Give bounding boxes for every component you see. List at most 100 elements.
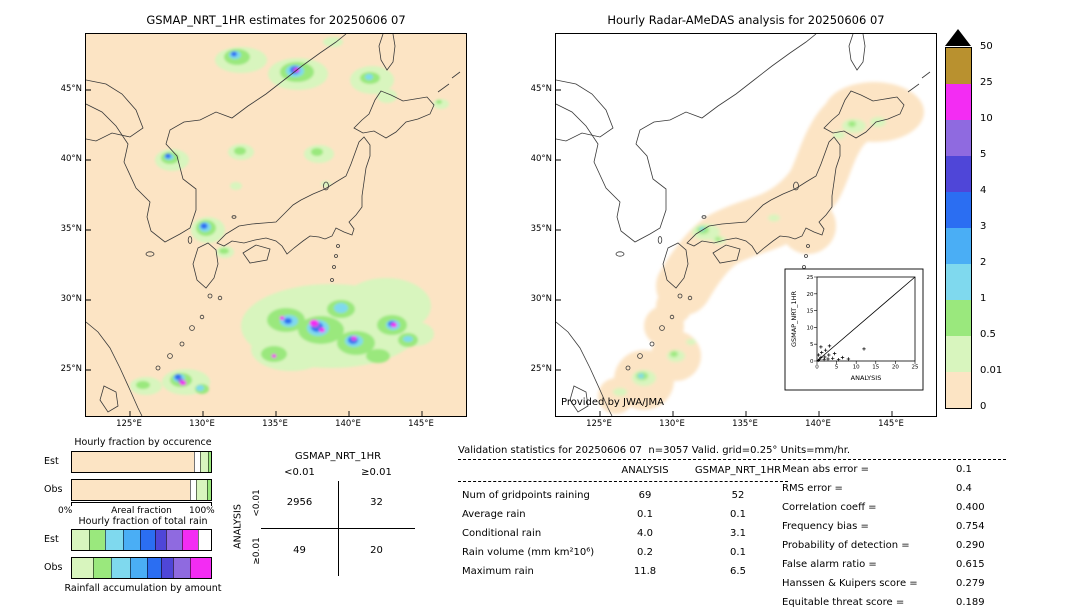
occurrence-panel-title: Hourly fraction by occurence — [74, 437, 212, 448]
lat-tick-label: 30°N — [530, 294, 552, 304]
inset-xtick-label: 0 — [815, 365, 819, 371]
stats-row-label: Maximum rain — [462, 566, 534, 577]
metric-row: Frequency bias = 0.754 — [782, 520, 1008, 533]
colorbar-segment — [946, 156, 971, 192]
lat-tick-label: 40°N — [60, 154, 82, 164]
totalrain-est-bar — [71, 529, 212, 551]
areal-axis-min: 0% — [58, 506, 73, 516]
lat-tick-label: 35°N — [60, 224, 82, 234]
stats-analysis-value: 11.8 — [633, 566, 657, 577]
inset-xtick-label: 5 — [835, 365, 839, 371]
left-map — [85, 33, 467, 417]
metric-row: RMS error = 0.4 — [782, 482, 1008, 495]
inset-ytick-label: 25 — [807, 275, 814, 281]
colorbar-overflow-triangle — [945, 29, 971, 46]
lon-tick-label: 135°E — [732, 419, 758, 429]
colorbar-segment — [946, 300, 971, 336]
occurrence-est-label: Est — [44, 456, 59, 467]
colorbar-segment — [946, 120, 971, 156]
contingency-row-header: ≥0.01 — [252, 537, 262, 565]
contingency-hline — [261, 528, 415, 529]
stats-divider — [458, 459, 1006, 460]
axis-tick — [211, 502, 212, 506]
occurrence-est-bar — [71, 451, 212, 473]
lon-tick-label: 145°E — [878, 419, 904, 429]
stats-gsmap-value: 52 — [731, 490, 745, 501]
stats-gsmap-value: 6.5 — [730, 566, 746, 577]
colorbar-labels: 50 25 10 5 4 3 2 1 0.5 0.01 0 — [980, 0, 1020, 612]
metric-row: Mean abs error = 0.1 — [782, 463, 1008, 476]
contingency-col-group: GSMAP_NRT_1HR — [294, 451, 382, 462]
bar-segment — [166, 530, 182, 550]
inset-xtick-label: 10 — [853, 365, 860, 371]
areal-axis-label: Areal fraction — [111, 506, 172, 516]
contingency-cell: 20 — [370, 545, 383, 556]
metric-value: 0.615 — [956, 559, 985, 570]
scatter-points — [816, 344, 866, 362]
bar-segment — [206, 480, 211, 500]
areal-axis-max: 100% — [189, 506, 215, 516]
lat-tick-label: 25°N — [60, 364, 82, 374]
metric-label: Probability of detection = — [782, 540, 910, 551]
contingency-col-header: ≥0.01 — [361, 467, 392, 478]
axis-ticks — [86, 89, 423, 416]
metric-label: Correlation coeff = — [782, 502, 877, 513]
lat-tick-label: 40°N — [530, 154, 552, 164]
bar-segment — [72, 558, 93, 578]
stats-analysis-value: 69 — [638, 490, 652, 501]
colorbar-tick-label: 1 — [980, 293, 987, 304]
bar-segment — [130, 558, 148, 578]
metric-row: Equitable threat score = 0.189 — [782, 596, 1008, 609]
metric-value: 0.4 — [956, 483, 972, 494]
lat-tick-label: 30°N — [60, 294, 82, 304]
inset-ytick-label: 5 — [810, 342, 814, 348]
metric-row: Hanssen & Kuipers score = 0.279 — [782, 577, 1008, 590]
colorbar-segment — [946, 48, 971, 84]
colorbar-segment — [946, 84, 971, 120]
stats-row-label: Rain volume (mm km²10⁶) — [462, 547, 595, 558]
metric-value: 0.400 — [956, 502, 985, 513]
inset-yaxis-label: GSMAP_NRT_1HR — [790, 290, 798, 347]
stats-row-label: Average rain — [462, 509, 526, 520]
stats-row-label: Num of gridpoints raining — [462, 490, 590, 501]
colorbar-tick-label: 2 — [980, 257, 987, 268]
contingency-row-header: <0.01 — [252, 489, 262, 517]
lon-tick-label: 140°E — [805, 419, 831, 429]
metric-value: 0.290 — [956, 540, 985, 551]
right-map-canvas: 0 5 10 15 20 25 0 5 10 15 20 25 ANALYSIS… — [555, 33, 936, 417]
bar-segment — [190, 558, 211, 578]
metric-value: 0.1 — [956, 464, 972, 475]
stats-gsmap-value: 0.1 — [730, 509, 746, 520]
colorbar-segments — [945, 47, 972, 409]
colorbar-segment — [946, 372, 971, 408]
lon-tick-label: 135°E — [262, 419, 288, 429]
lat-tick-label: 45°N — [530, 84, 552, 94]
inset-xtick-label: 15 — [872, 365, 879, 371]
bar-segment — [198, 530, 211, 550]
right-map-title: Hourly Radar-AMeDAS analysis for 2025060… — [607, 13, 885, 27]
totalrain-obs-bar — [71, 557, 212, 579]
bar-segment — [160, 558, 174, 578]
bar-segment — [173, 558, 191, 578]
colorbar-tick-label: 10 — [980, 113, 993, 124]
colorbar-tick-label: 4 — [980, 185, 987, 196]
colorbar-tick-label: 0 — [980, 401, 987, 412]
bar-segment — [208, 452, 211, 472]
metric-row: Probability of detection = 0.290 — [782, 539, 1008, 552]
stats-gsmap-value: 0.1 — [730, 547, 746, 558]
stats-table-divider — [458, 481, 788, 482]
inset-ytick-label: 10 — [807, 325, 814, 331]
inset-xtick-label: 25 — [912, 365, 919, 371]
colorbar-tick-label: 0.01 — [980, 365, 1003, 376]
left-map-canvas — [85, 33, 466, 417]
metric-label: Hanssen & Kuipers score = — [782, 578, 918, 589]
colorbar-tick-label: 5 — [980, 149, 987, 160]
left-map-title: GSMAP_NRT_1HR estimates for 20250606 07 — [146, 13, 406, 27]
bar-segment — [190, 480, 196, 500]
inset-ytick-label: 20 — [807, 292, 814, 298]
lat-tick-label: 35°N — [530, 224, 552, 234]
inset-ytick-label: 15 — [807, 309, 814, 315]
lon-tick-label: 145°E — [408, 419, 434, 429]
contingency-cell: 2956 — [286, 497, 313, 508]
